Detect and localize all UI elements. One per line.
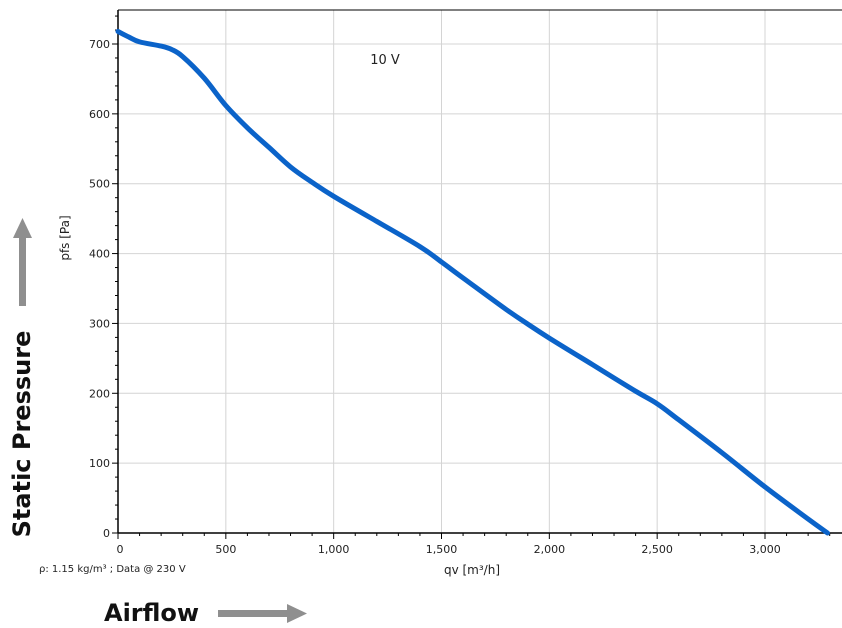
axes (117, 9, 842, 534)
x-tick-labels: 0 500 1,000 1,500 2,000 2,500 3,000 (117, 543, 781, 556)
x-tick-label: 0 (117, 543, 124, 556)
x-tick-label: 3,000 (749, 543, 781, 556)
y-tick-labels: 0 100 200 300 400 500 600 700 (89, 38, 110, 540)
series-label: 10 V (370, 53, 400, 68)
y-tick-label: 600 (89, 108, 110, 121)
grid (118, 10, 842, 533)
x-tick-label: 2,500 (641, 543, 673, 556)
x-tick-label: 2,000 (534, 543, 566, 556)
y-tick-label: 400 (89, 248, 110, 261)
y-tick-label: 0 (103, 527, 110, 540)
right-arrow-icon (287, 604, 307, 623)
y-tick-label: 300 (89, 317, 110, 330)
x-tick-label: 1,500 (426, 543, 458, 556)
right-arrow-shaft-icon (218, 610, 290, 617)
x-axis-title: qv [m³/h] (444, 563, 500, 577)
airflow-label: Airflow (104, 599, 199, 627)
series-group (115, 28, 830, 536)
density-note: ρ: 1.15 kg/m³ ; Data @ 230 V (39, 564, 186, 575)
y-tick-label: 700 (89, 38, 110, 51)
y-tick-label: 100 (89, 457, 110, 470)
x-tick-label: 500 (215, 543, 236, 556)
airflow-indicator: Airflow (104, 599, 307, 627)
up-arrow-shaft-icon (19, 236, 26, 306)
y-tick-label: 200 (89, 387, 110, 400)
x-tick-label: 1,000 (318, 543, 350, 556)
series-line (115, 28, 830, 536)
static-pressure-indicator: Static Pressure (8, 218, 36, 537)
y-tick-label: 500 (89, 178, 110, 191)
static-pressure-label: Static Pressure (8, 331, 36, 538)
y-axis-title: pfs [Pa] (58, 215, 72, 260)
up-arrow-icon (13, 218, 32, 238)
